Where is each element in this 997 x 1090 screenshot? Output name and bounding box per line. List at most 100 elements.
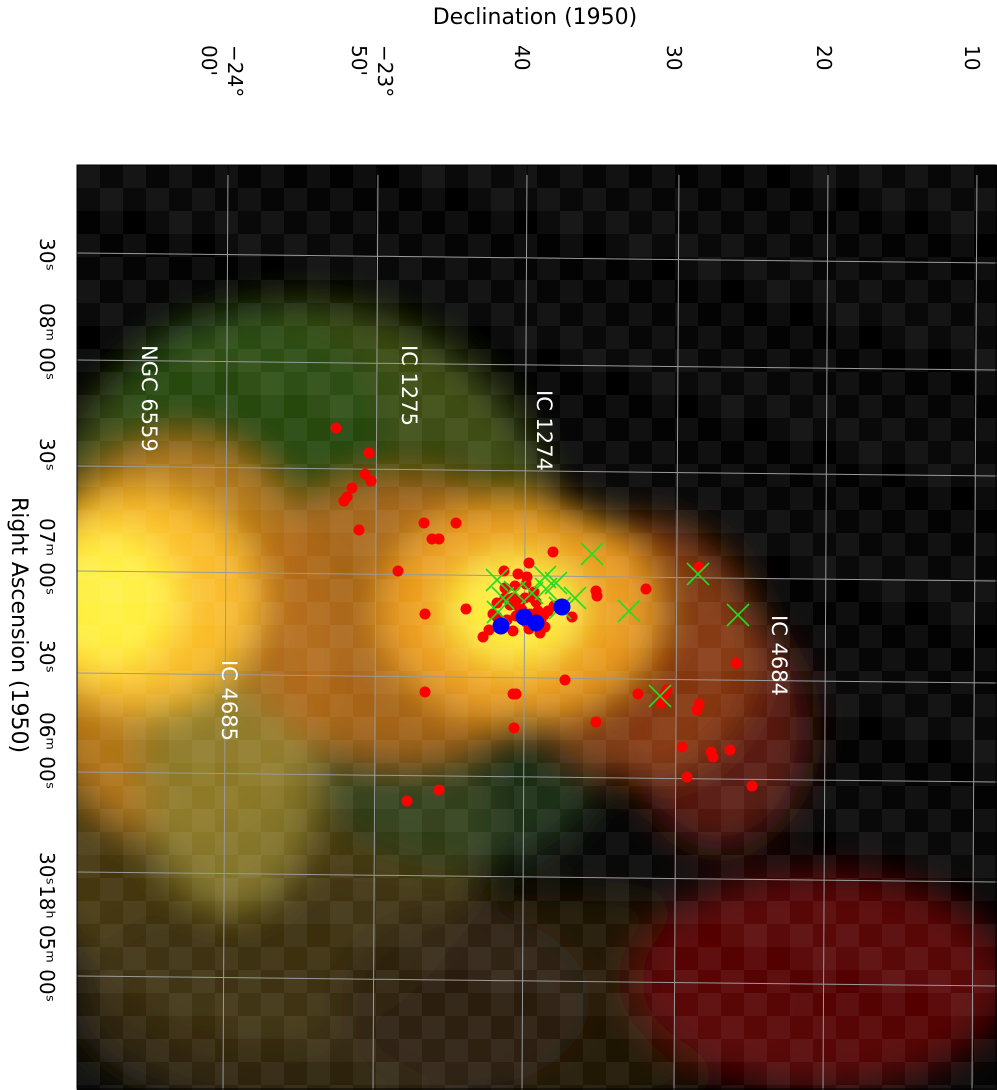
red-source-marker <box>632 688 644 700</box>
declination-tick-text: 20 <box>812 45 836 70</box>
red-source-marker <box>419 608 431 620</box>
label-ic-1274: IC 1274 <box>532 390 556 471</box>
declination-tick-label: −23°50' <box>347 45 397 97</box>
grid-line-declination <box>971 165 978 1090</box>
nebula-blob <box>77 530 180 670</box>
green-x-marker <box>544 571 568 595</box>
red-source-marker <box>730 657 742 669</box>
declination-tick-text: 30 <box>662 45 686 70</box>
red-source-marker <box>681 771 693 783</box>
red-source-marker <box>559 674 571 686</box>
grid-line-right-ascension <box>77 570 997 582</box>
red-source-marker <box>498 565 510 577</box>
grid-line-declination <box>673 165 680 1090</box>
red-source-marker <box>519 592 531 604</box>
red-source-marker <box>392 565 404 577</box>
red-source-marker <box>433 784 445 796</box>
grid-line-right-ascension <box>77 672 997 684</box>
declination-tick-text: 40 <box>510 45 534 70</box>
green-x-marker <box>503 580 527 604</box>
green-x-marker <box>617 599 641 623</box>
red-source-marker <box>547 546 559 558</box>
red-source-marker <box>510 688 522 700</box>
grid-line-declination <box>822 165 829 1090</box>
pixel-mosaic <box>77 165 997 1090</box>
declination-tick-label: 10 <box>960 45 984 70</box>
grid-line-declination <box>222 165 229 1090</box>
source-markers <box>330 422 758 807</box>
blue-source-marker <box>553 598 571 616</box>
declination-tick-text: 00' <box>197 45 221 76</box>
red-source-marker <box>363 447 375 459</box>
nebula-blob <box>630 870 997 1090</box>
declination-tick-text: 50' <box>347 45 371 76</box>
declination-tick-text: −23° <box>373 45 397 97</box>
declination-tick-text: −24° <box>223 45 247 97</box>
image-plot-area: NGC 6559 IC 1275 IC 1274 IC 4685 IC 4684 <box>77 165 997 1090</box>
declination-tick-label: 30 <box>662 45 686 70</box>
red-source-marker <box>724 744 736 756</box>
red-source-marker <box>433 533 445 545</box>
red-source-marker <box>746 780 758 792</box>
red-source-marker <box>507 625 519 637</box>
red-source-marker <box>640 583 652 595</box>
red-source-marker <box>346 482 358 494</box>
declination-tick-label: 40 <box>510 45 534 70</box>
red-source-marker <box>450 517 462 529</box>
declination-tick-labels: −24°00' −23°50' 40 30 20 10 <box>197 45 984 97</box>
red-source-marker <box>338 495 350 507</box>
right-ascension-tick-label: 30ˢ <box>35 852 59 885</box>
declination-tick-label: −24°00' <box>197 45 247 97</box>
grid-line-right-ascension <box>77 975 997 987</box>
red-source-marker <box>353 524 365 536</box>
right-ascension-tick-label: 18ʰ 05ᵐ 00ˢ <box>35 885 59 1002</box>
label-ic-1275: IC 1275 <box>397 345 421 426</box>
red-source-marker <box>401 795 413 807</box>
green-x-marker <box>648 684 672 708</box>
green-x-marker <box>726 603 750 627</box>
right-ascension-tick-label: 08ᵐ 00ˢ <box>35 303 59 380</box>
label-ic-4684: IC 4684 <box>767 615 791 696</box>
blue-source-marker <box>527 614 545 632</box>
green-x-marker <box>580 542 604 566</box>
red-source-marker <box>521 571 533 583</box>
red-source-marker <box>365 475 377 487</box>
declination-axis-title: Declination (1950) <box>433 5 638 30</box>
green-x-marker <box>491 586 515 610</box>
red-source-marker <box>590 585 602 597</box>
red-source-marker <box>523 557 535 569</box>
declination-tick-text: 10 <box>960 45 984 70</box>
red-source-marker <box>691 704 703 716</box>
red-source-marker <box>487 608 499 620</box>
red-source-marker <box>508 722 520 734</box>
green-x-marker <box>686 562 710 586</box>
object-labels: NGC 6559 IC 1275 IC 1274 IC 4685 IC 4684 <box>137 345 791 741</box>
red-source-marker <box>483 624 495 636</box>
grid-line-right-ascension <box>77 771 997 783</box>
right-ascension-tick-label: 07ᵐ 00ˢ <box>35 518 59 595</box>
grid-line-right-ascension <box>77 871 997 883</box>
label-ic-4685: IC 4685 <box>217 660 241 741</box>
grid-line-declination <box>372 165 379 1090</box>
right-ascension-tick-label: 30ˢ <box>35 238 59 271</box>
green-x-marker <box>534 577 558 601</box>
right-ascension-tick-label: 30ˢ <box>35 438 59 471</box>
red-source-marker <box>590 716 602 728</box>
grid-line-right-ascension <box>77 252 997 264</box>
red-source-marker <box>707 751 719 763</box>
red-source-marker <box>418 517 430 529</box>
right-ascension-axis-title: Right Ascension (1950) <box>6 497 31 753</box>
red-source-marker <box>512 568 524 580</box>
green-x-marker <box>520 581 544 605</box>
label-ngc-6559: NGC 6559 <box>137 345 161 452</box>
red-source-marker <box>676 741 688 753</box>
red-source-marker <box>330 422 342 434</box>
grid-line-right-ascension <box>77 465 997 477</box>
plot-frame <box>76 164 997 1090</box>
right-ascension-tick-label: 06ᵐ 00ˢ <box>35 712 59 789</box>
red-source-marker <box>419 686 431 698</box>
blue-source-marker <box>492 617 510 635</box>
coordinate-grid <box>77 165 997 1090</box>
